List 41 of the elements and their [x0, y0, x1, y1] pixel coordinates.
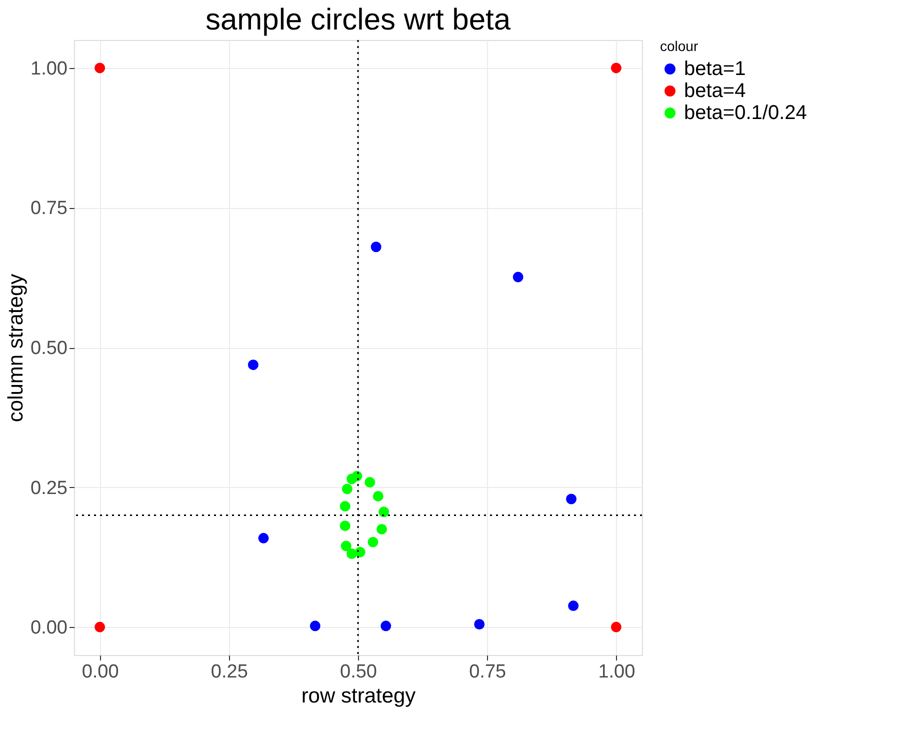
point — [94, 622, 106, 632]
x-axis-title: row strategy — [301, 684, 416, 708]
point — [364, 477, 376, 488]
point — [342, 484, 352, 494]
point — [610, 62, 622, 74]
x-tick-label: 0.00 — [82, 662, 119, 682]
point — [376, 524, 387, 534]
legend-label: beta=1 — [684, 58, 746, 80]
point — [378, 506, 390, 518]
x-tick-label: 0.25 — [210, 662, 248, 682]
point — [372, 490, 384, 502]
point — [340, 540, 352, 552]
point — [368, 536, 378, 548]
chart-title: sample circles wrt beta — [205, 3, 511, 36]
y-tick-label: 1.00 — [30, 58, 68, 80]
y-tick-label: 0.75 — [30, 198, 68, 220]
point — [346, 548, 358, 560]
point — [340, 501, 350, 512]
legend-label: beta=0.1/0.24 — [684, 102, 807, 124]
point — [512, 272, 524, 282]
legend-title: colour — [660, 38, 698, 54]
point — [610, 622, 622, 632]
y-tick-label: 0.50 — [30, 338, 68, 359]
y-tick-label: 0.00 — [30, 618, 68, 639]
legend-label: beta=4 — [684, 80, 746, 102]
point — [248, 360, 258, 370]
point — [94, 62, 106, 74]
point — [310, 620, 320, 632]
y-tick-label: 0.25 — [30, 478, 68, 499]
point — [346, 474, 358, 484]
x-tick-label: 0.50 — [340, 662, 377, 682]
point — [474, 619, 485, 630]
point — [258, 532, 269, 544]
point — [380, 620, 392, 632]
point — [568, 600, 579, 612]
point — [340, 520, 350, 532]
x-tick-label: 0.75 — [469, 662, 506, 682]
point — [370, 242, 382, 252]
y-axis-title: column strategy — [4, 273, 28, 422]
x-tick-label: 1.00 — [598, 662, 636, 682]
point — [566, 494, 576, 504]
